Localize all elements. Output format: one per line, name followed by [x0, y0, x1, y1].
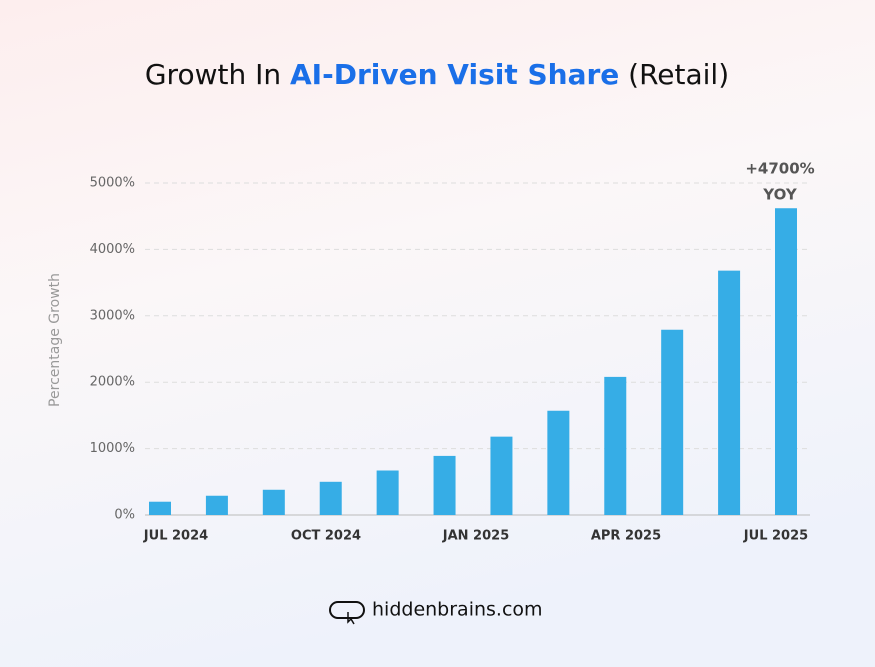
y-tick-label: 4000%: [90, 242, 135, 257]
bar: [149, 501, 171, 515]
bar: [661, 329, 684, 515]
chart-title: Growth In AI-Driven Visit Share (Retail): [145, 58, 729, 91]
bar: [262, 489, 285, 515]
footer: hiddenbrains.com: [329, 599, 543, 625]
y-tick-label: 5000%: [90, 176, 135, 191]
bar: [376, 470, 399, 515]
bar: [604, 376, 627, 515]
y-tick-label: 3000%: [90, 308, 135, 323]
bar: [775, 208, 797, 515]
x-tick-label: JUL 2025: [743, 529, 808, 544]
footer-text: hiddenbrains.com: [372, 599, 543, 621]
annotation: YOY: [762, 186, 798, 204]
bar: [433, 455, 456, 515]
bar: [547, 410, 570, 515]
www-icon: [329, 601, 365, 619]
bar: [319, 481, 342, 515]
title-highlight: AI-Driven Visit Share: [290, 58, 619, 91]
y-tick-label: 0%: [114, 508, 135, 523]
title-part: Growth In: [145, 58, 281, 91]
x-tick-label: JAN 2025: [442, 529, 510, 544]
x-tick-label: APR 2025: [591, 529, 661, 544]
cursor-icon: [347, 612, 355, 625]
x-tick-label: OCT 2024: [291, 529, 361, 544]
title-part: (Retail): [628, 58, 729, 91]
bar: [490, 436, 513, 515]
x-tick-label: JUL 2024: [143, 529, 208, 544]
y-tick-label: 1000%: [90, 441, 135, 456]
bar: [205, 495, 228, 515]
bar: [718, 270, 741, 515]
y-tick-label: 2000%: [90, 375, 135, 390]
y-axis-label: Percentage Growth: [47, 273, 63, 407]
annotation: +4700%: [745, 160, 814, 178]
